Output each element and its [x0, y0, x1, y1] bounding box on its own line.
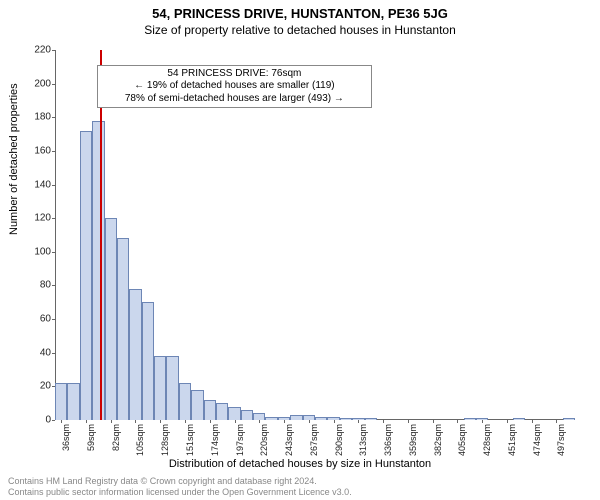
y-tick-mark — [52, 319, 55, 320]
x-tick-label: 497sqm — [556, 424, 566, 456]
histogram-bar — [265, 417, 277, 420]
y-tick-mark — [52, 50, 55, 51]
histogram-bar — [253, 413, 265, 420]
x-tick-label: 336sqm — [383, 424, 393, 456]
annotation-line3: 78% of semi-detached houses are larger (… — [102, 93, 368, 106]
y-axis-label: Number of detached properties — [8, 83, 20, 235]
histogram-bar — [179, 383, 191, 420]
annotation-line1: 54 PRINCESS DRIVE: 76sqm — [102, 68, 368, 81]
x-tick-label: 428sqm — [482, 424, 492, 456]
x-tick-label: 359sqm — [408, 424, 418, 456]
x-tick-mark — [408, 420, 409, 423]
x-tick-label: 174sqm — [210, 424, 220, 456]
histogram-bar — [129, 289, 141, 420]
y-tick-mark — [52, 420, 55, 421]
histogram-bar — [142, 302, 154, 420]
x-tick-mark — [210, 420, 211, 423]
x-tick-label: 267sqm — [309, 424, 319, 456]
x-tick-mark — [433, 420, 434, 423]
x-tick-label: 128sqm — [160, 424, 170, 456]
x-tick-label: 105sqm — [135, 424, 145, 456]
copyright: Contains HM Land Registry data © Crown c… — [8, 476, 352, 498]
x-tick-label: 220sqm — [259, 424, 269, 456]
histogram-bar — [204, 400, 216, 420]
x-tick-mark — [482, 420, 483, 423]
y-tick-mark — [52, 117, 55, 118]
x-tick-label: 313sqm — [358, 424, 368, 456]
x-tick-mark — [358, 420, 359, 423]
histogram-bar — [464, 418, 476, 420]
chart-container: 54, PRINCESS DRIVE, HUNSTANTON, PE36 5JG… — [0, 0, 600, 500]
y-tick-mark — [52, 185, 55, 186]
x-tick-label: 382sqm — [433, 424, 443, 456]
histogram-bar — [340, 418, 352, 420]
copyright-line1: Contains HM Land Registry data © Crown c… — [8, 476, 352, 487]
histogram-bar — [315, 417, 327, 420]
x-axis-label: Distribution of detached houses by size … — [0, 458, 600, 470]
x-tick-label: 290sqm — [334, 424, 344, 456]
histogram-bar — [166, 356, 178, 420]
histogram-bar — [92, 121, 104, 420]
histogram-bar — [241, 410, 253, 420]
x-tick-mark — [309, 420, 310, 423]
annotation-line2: ← 19% of detached houses are smaller (11… — [102, 80, 368, 93]
histogram-bar — [105, 218, 117, 420]
x-tick-mark — [235, 420, 236, 423]
histogram-bar — [67, 383, 79, 420]
annotation-box: 54 PRINCESS DRIVE: 76sqm← 19% of detache… — [97, 65, 373, 109]
y-axis-line — [55, 50, 56, 420]
x-tick-label: 59sqm — [86, 424, 96, 451]
histogram-bar — [55, 383, 67, 420]
y-tick-mark — [52, 151, 55, 152]
y-tick-mark — [52, 353, 55, 354]
chart-title: 54, PRINCESS DRIVE, HUNSTANTON, PE36 5JG — [0, 0, 600, 21]
histogram-bar — [117, 238, 129, 420]
x-tick-mark — [556, 420, 557, 423]
histogram-bar — [513, 418, 525, 420]
histogram-bar — [216, 403, 228, 420]
histogram-bar — [365, 418, 377, 420]
histogram-bar — [290, 415, 302, 420]
histogram-bar — [154, 356, 166, 420]
x-tick-mark — [457, 420, 458, 423]
x-tick-label: 474sqm — [532, 424, 542, 456]
x-tick-mark — [383, 420, 384, 423]
x-tick-mark — [259, 420, 260, 423]
x-tick-label: 82sqm — [111, 424, 121, 451]
histogram-bar — [191, 390, 203, 420]
y-tick-mark — [52, 84, 55, 85]
x-tick-label: 36sqm — [61, 424, 71, 451]
x-tick-label: 405sqm — [457, 424, 467, 456]
plot-area: 02040608010012014016018020022036sqm59sqm… — [55, 50, 575, 420]
x-tick-label: 451sqm — [507, 424, 517, 456]
x-tick-label: 197sqm — [235, 424, 245, 456]
histogram-bar — [228, 407, 240, 420]
histogram-bar — [80, 131, 92, 420]
x-tick-mark — [532, 420, 533, 423]
x-tick-mark — [86, 420, 87, 423]
x-tick-label: 243sqm — [284, 424, 294, 456]
x-tick-mark — [334, 420, 335, 423]
x-tick-mark — [135, 420, 136, 423]
histogram-bar — [563, 418, 575, 420]
x-tick-mark — [507, 420, 508, 423]
x-tick-mark — [185, 420, 186, 423]
copyright-line2: Contains public sector information licen… — [8, 487, 352, 498]
x-tick-mark — [284, 420, 285, 423]
chart-subtitle: Size of property relative to detached ho… — [0, 21, 600, 37]
x-tick-mark — [61, 420, 62, 423]
x-tick-mark — [160, 420, 161, 423]
x-tick-label: 151sqm — [185, 424, 195, 456]
x-tick-mark — [111, 420, 112, 423]
y-tick-mark — [52, 218, 55, 219]
y-tick-mark — [52, 252, 55, 253]
y-tick-mark — [52, 285, 55, 286]
